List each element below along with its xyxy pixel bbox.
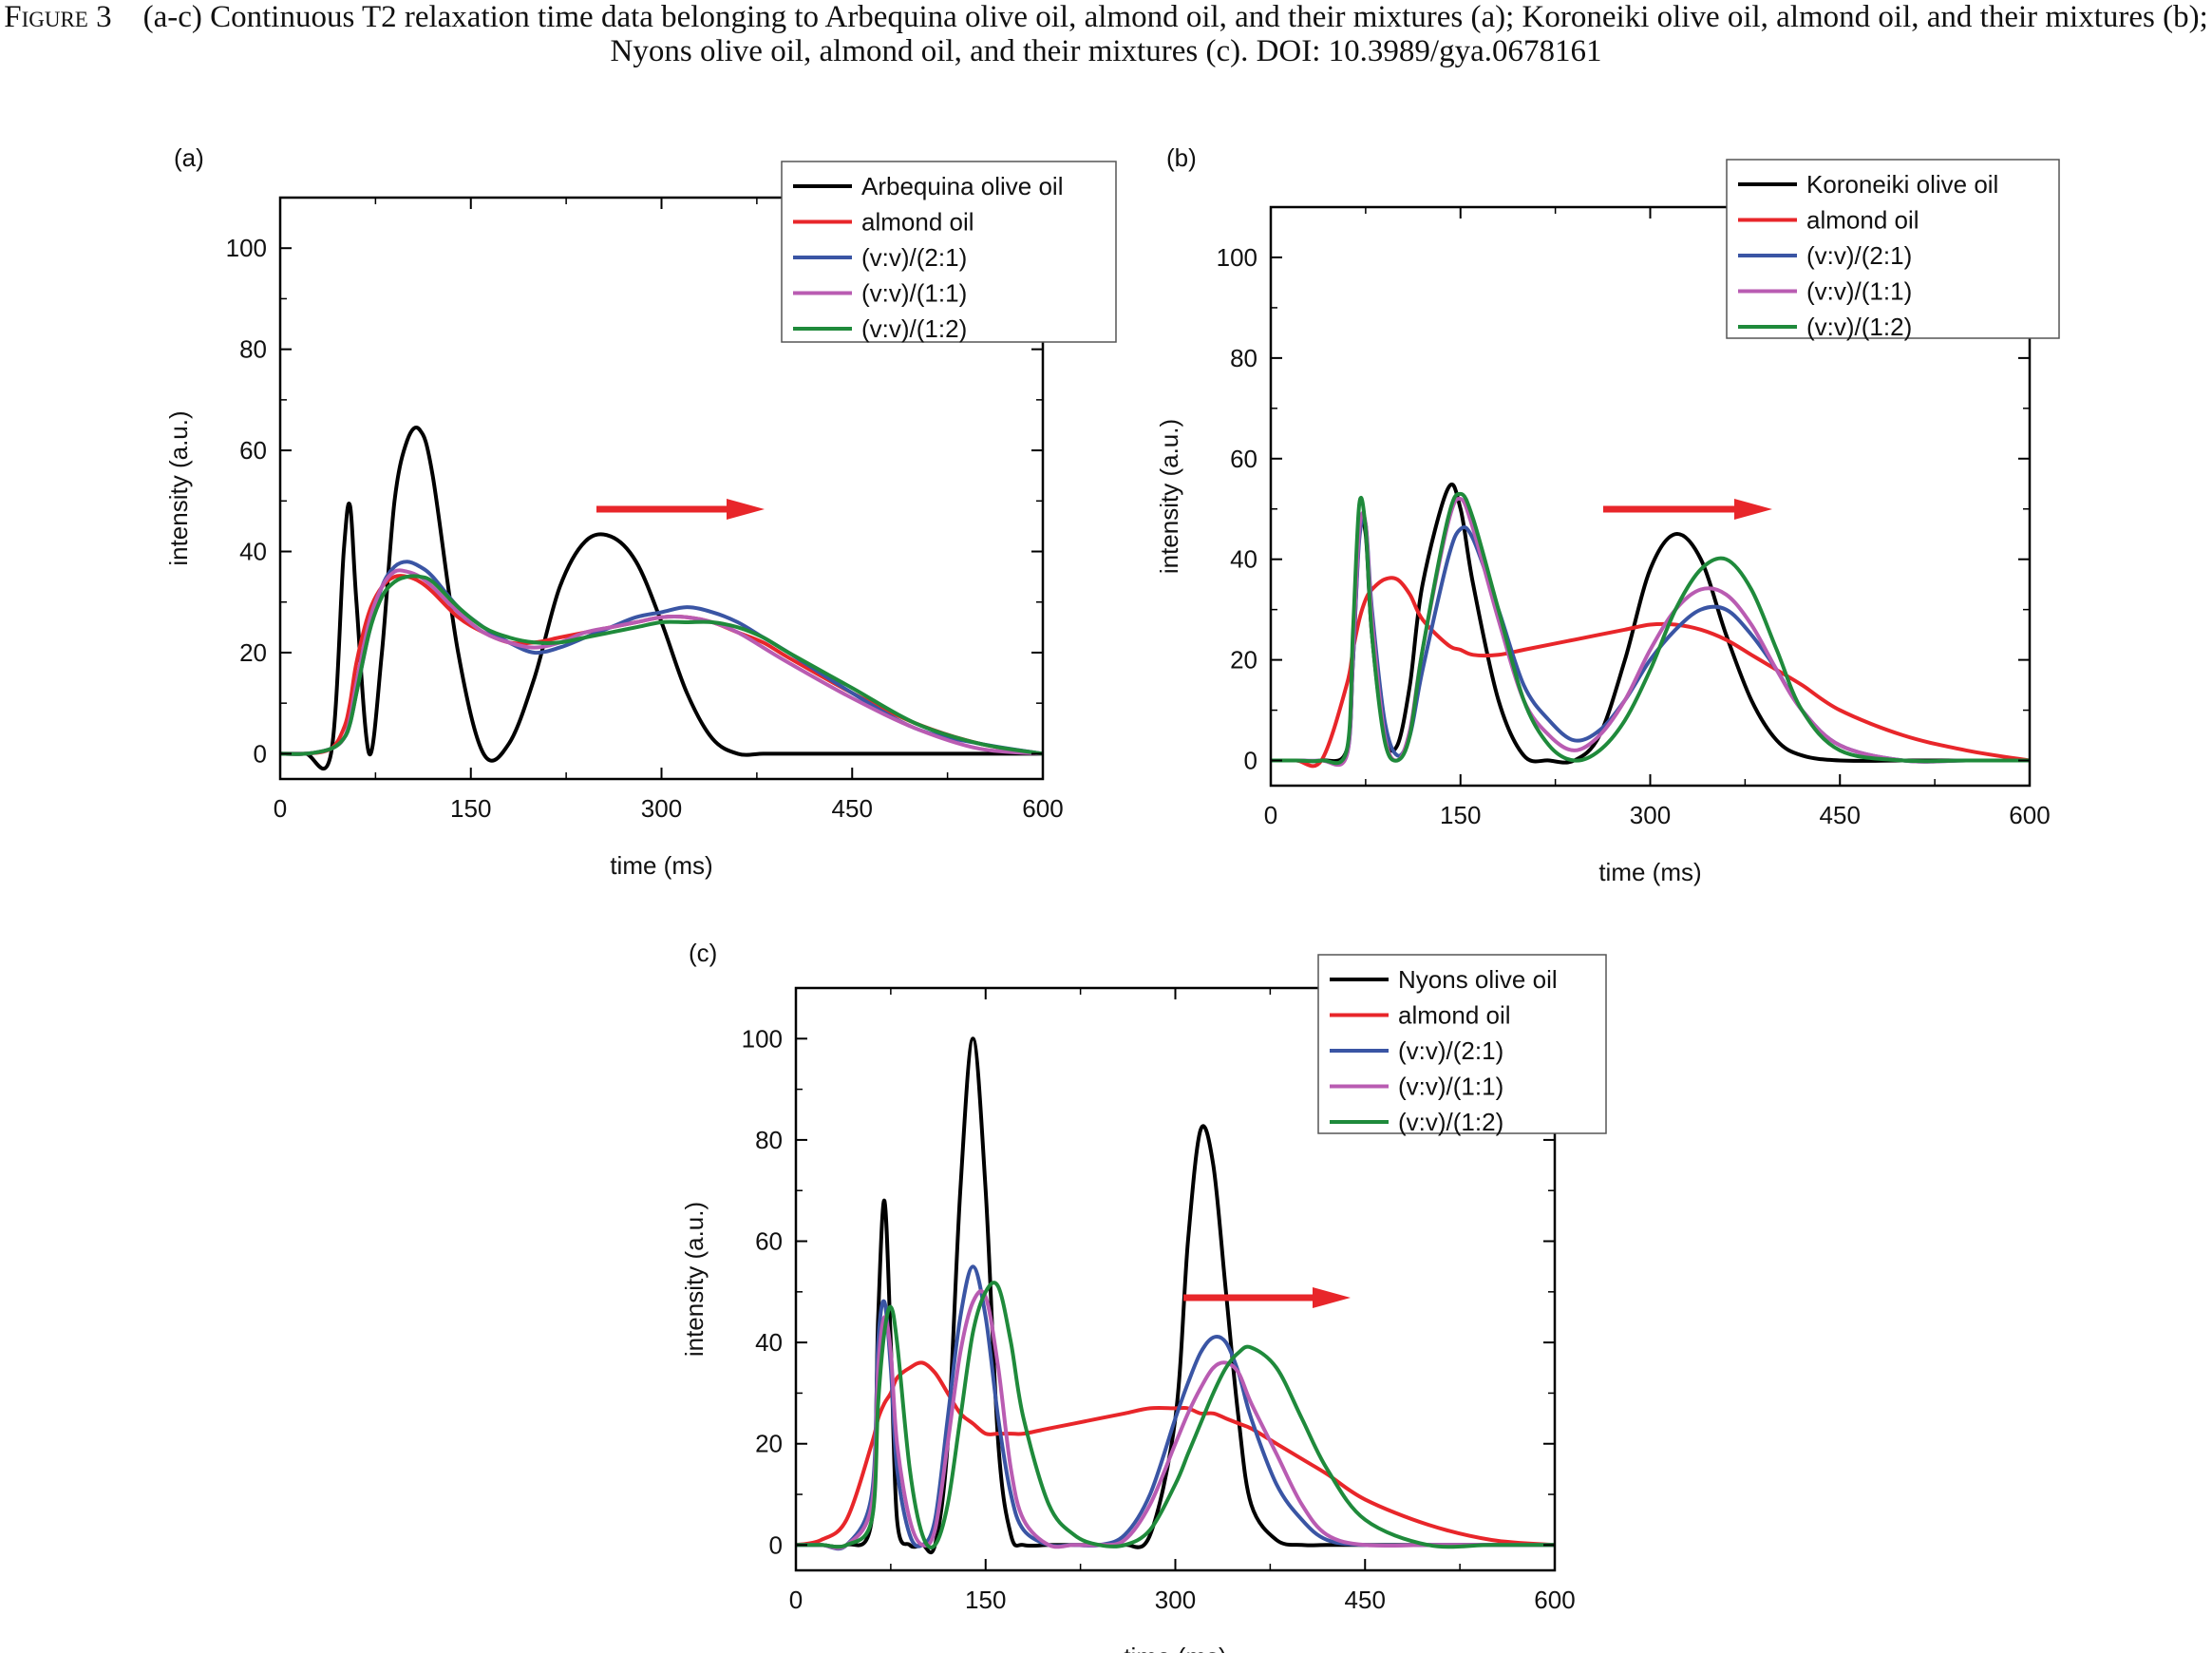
- y-tick-label: 0: [254, 739, 267, 768]
- y-tick-label: 0: [769, 1530, 783, 1559]
- panel-label: (a): [174, 143, 204, 172]
- legend-label: Koroneiki olive oil: [1806, 170, 1998, 199]
- legend-label: (v:v)/(1:1): [1806, 277, 1912, 306]
- series-line-4: [796, 1289, 1555, 1550]
- x-tick-label: 150: [450, 794, 491, 823]
- x-tick-label: 0: [1264, 801, 1277, 829]
- legend-label: almond oil: [1398, 1001, 1511, 1030]
- series-line-4: [1271, 496, 2030, 768]
- y-tick-label: 80: [755, 1126, 783, 1154]
- x-tick-label: 300: [1155, 1586, 1196, 1614]
- y-tick-label: 100: [1217, 243, 1257, 272]
- arrow-head: [727, 499, 765, 520]
- legend-label: (v:v)/(2:1): [861, 243, 967, 272]
- y-tick-label: 20: [755, 1430, 783, 1458]
- y-tick-label: 40: [755, 1328, 783, 1357]
- panel-label: (b): [1166, 143, 1197, 172]
- x-tick-label: 450: [1345, 1586, 1386, 1614]
- series-line-5: [796, 1281, 1555, 1549]
- legend: Arbequina olive oil almond oil (v:v)/(2:1)…: [781, 161, 1117, 343]
- y-tick-label: 100: [226, 234, 267, 262]
- y-tick-label: 60: [239, 436, 267, 465]
- legend-label: (v:v)/(1:2): [861, 314, 967, 343]
- legend-label: (v:v)/(2:1): [1806, 241, 1912, 270]
- legend-label: Arbequina olive oil: [861, 172, 1063, 200]
- arrow-head: [1734, 499, 1772, 520]
- x-tick-label: 300: [1630, 801, 1671, 829]
- y-axis-label: intensity (a.u.): [164, 410, 193, 565]
- legend-box: [781, 161, 1117, 343]
- x-tick-label: 600: [1534, 1586, 1575, 1614]
- legend: Koroneiki olive oil almond oil (v:v)/(2:1)…: [1726, 159, 2060, 341]
- arrow-head: [1313, 1287, 1351, 1308]
- legend-box: [1726, 159, 2060, 339]
- legend-label: (v:v)/(1:2): [1398, 1108, 1503, 1136]
- series-line-5: [280, 574, 1043, 756]
- x-tick-label: 450: [1820, 801, 1861, 829]
- y-axis-label: intensity (a.u.): [680, 1202, 709, 1357]
- legend-label: Nyons olive oil: [1398, 965, 1558, 994]
- legend-label: (v:v)/(2:1): [1398, 1036, 1503, 1065]
- y-tick-label: 20: [239, 638, 267, 667]
- chart-panel-3: 0 150 300 450 600 0 20 40 60 80 100 time (ms) intens…: [680, 939, 1607, 1653]
- legend-label: almond oil: [1806, 206, 1919, 235]
- legend-label: almond oil: [861, 208, 974, 237]
- figure-caption: Figure 3 (a-c) Continuous T2 relaxation …: [0, 0, 2212, 68]
- y-tick-label: 80: [239, 335, 267, 364]
- figure-label: Figure 3: [4, 0, 112, 34]
- figure-caption-text: (a-c) Continuous T2 relaxation time data…: [142, 0, 2208, 68]
- series-line-5: [1271, 491, 2030, 766]
- panel-label: (c): [689, 939, 717, 967]
- legend-box: [1317, 954, 1607, 1134]
- y-axis-label: intensity (a.u.): [1155, 419, 1183, 574]
- y-tick-label: 20: [1230, 646, 1257, 674]
- chart-panel-2: 0 150 300 450 600 0 20 40 60 80 100 time (ms) intens…: [1155, 143, 2060, 886]
- x-axis-label: time (ms): [1598, 858, 1701, 886]
- series-line-1: [796, 1036, 1555, 1555]
- legend-label: (v:v)/(1:1): [861, 279, 967, 308]
- legend-label: (v:v)/(1:1): [1398, 1073, 1503, 1101]
- y-tick-label: 60: [1230, 445, 1257, 473]
- y-tick-label: 100: [742, 1024, 783, 1053]
- x-tick-label: 450: [832, 794, 873, 823]
- y-tick-label: 40: [239, 538, 267, 566]
- x-tick-label: 300: [641, 794, 682, 823]
- x-tick-label: 0: [789, 1586, 803, 1614]
- y-tick-label: 60: [755, 1227, 783, 1256]
- chart-panel-1: 0 150 300 450 600 0 20 40 60 80 100 time (ms) intens…: [164, 143, 1117, 880]
- series-line-1: [280, 426, 1043, 771]
- x-tick-label: 600: [2009, 801, 2050, 829]
- legend-label: (v:v)/(1:2): [1806, 313, 1912, 341]
- y-tick-label: 80: [1230, 344, 1257, 372]
- x-axis-label: time (ms): [610, 851, 712, 880]
- x-tick-label: 150: [965, 1586, 1006, 1614]
- y-tick-label: 40: [1230, 545, 1257, 574]
- series-line-4: [280, 568, 1043, 756]
- y-tick-label: 0: [1244, 747, 1257, 775]
- x-tick-label: 600: [1022, 794, 1063, 823]
- x-tick-label: 150: [1440, 801, 1481, 829]
- x-axis-label: time (ms): [1124, 1643, 1226, 1653]
- x-tick-label: 0: [274, 794, 287, 823]
- series-line-3: [280, 560, 1043, 756]
- legend: Nyons olive oil almond oil (v:v)/(2:1) (v:v…: [1317, 954, 1607, 1136]
